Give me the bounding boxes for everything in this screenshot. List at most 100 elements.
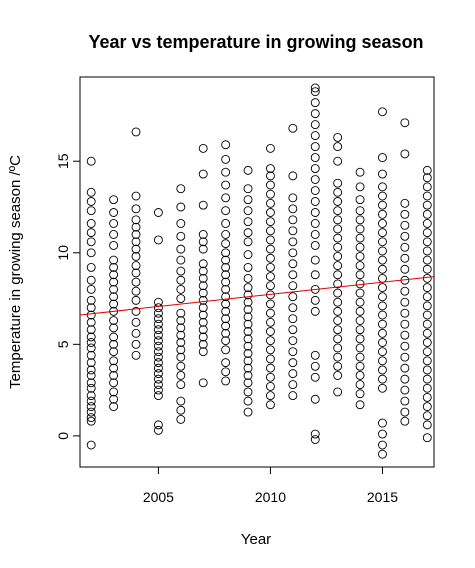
data-point [288,259,298,269]
data-point [355,270,365,280]
data-point [265,400,275,410]
data-point [422,411,432,421]
data-point [131,261,141,271]
data-point [422,182,432,192]
data-point [378,169,387,179]
data-point [221,180,231,190]
data-point [310,208,320,217]
data-point [221,314,231,324]
data-point [288,226,298,236]
data-point [109,347,119,357]
data-point [378,219,387,228]
data-point [109,299,119,309]
data-point [400,231,410,241]
data-point [378,301,387,311]
data-point [265,391,275,401]
data-point [86,365,96,375]
data-point [221,306,231,316]
data-point [221,193,231,203]
data-point [265,198,275,208]
data-point [333,178,343,188]
data-point [221,292,231,302]
data-point [221,248,231,258]
data-point [86,325,96,335]
data-point [153,325,163,335]
data-point [109,292,119,302]
data-point [176,352,186,362]
data-point [378,429,387,439]
data-point [176,284,186,294]
data-point [265,363,275,373]
data-point [176,308,186,318]
data-point [355,206,365,216]
data-point [355,361,365,371]
data-point [109,219,119,228]
data-point [355,371,365,380]
data-point [378,319,387,329]
data-point [221,345,231,355]
data-point [400,209,410,219]
data-point [109,284,119,294]
data-point [333,187,343,197]
x-tick-label: 2005 [143,489,174,505]
data-point [400,308,410,318]
data-point [243,206,253,216]
data-point [221,167,231,177]
data-point [400,286,410,296]
y-axis-label: Temperature in growing season /ºC [7,155,24,389]
data-point [265,189,275,199]
data-point [243,387,253,397]
data-point [400,374,410,384]
data-point [243,341,253,351]
data-point [378,365,387,375]
data-point [153,208,163,217]
data-point [333,242,343,252]
data-point [400,264,410,274]
data-point [131,215,141,225]
data-point [131,317,141,327]
data-point [310,109,320,119]
data-point [333,325,343,335]
data-point [131,268,141,278]
data-point [243,349,253,358]
data-point [198,273,208,283]
data-point [198,143,208,153]
data-point [333,279,343,289]
data-point [86,303,96,313]
data-point [221,321,231,331]
data-point [243,319,253,329]
data-point [221,230,231,239]
data-point [131,204,141,214]
data-point [422,219,432,228]
data-point [86,383,96,393]
data-point [176,323,186,333]
data-point [243,290,253,300]
data-point [243,237,253,247]
data-point [109,394,119,404]
data-point [422,374,432,384]
data-point [355,297,365,307]
data-point [265,299,275,309]
data-point [221,299,231,309]
data-point [422,246,432,256]
plot-frame [79,76,435,468]
data-point [310,98,320,108]
data-point [265,180,275,190]
data-point [310,120,320,130]
x-axis: 2005 2010 2015 [143,467,398,505]
data-point [288,325,298,335]
data-point [265,235,275,245]
data-point [243,407,253,417]
data-point [333,251,343,261]
data-point [198,295,208,305]
data-point [131,286,141,296]
data-point [153,420,163,430]
data-point [131,244,141,254]
data-point [265,164,275,173]
data-point [221,376,231,386]
data-point [243,312,253,322]
data-point [288,281,298,291]
data-point [378,440,387,450]
data-point [198,259,208,269]
